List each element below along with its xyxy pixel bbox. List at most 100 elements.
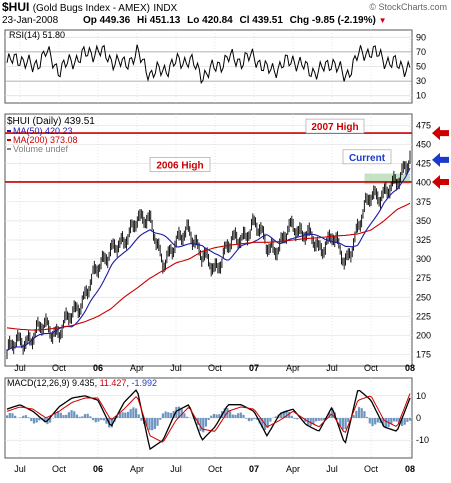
macd-histogram-bar (328, 412, 331, 418)
macd-histogram-bar (62, 415, 65, 418)
macd-histogram-bar (97, 418, 100, 422)
macd-histogram-bar (134, 408, 138, 418)
macd-histogram-bar (255, 418, 259, 420)
macd-histogram-bar (59, 412, 62, 418)
macd-histogram-bar (38, 418, 41, 421)
x-tick-label-price: Jul (170, 363, 182, 373)
macd-histogram-bar (32, 418, 36, 424)
macd-histogram-bar (151, 418, 154, 431)
macd-tick-label: -10 (416, 435, 429, 445)
macd-histogram-bar (293, 418, 296, 419)
macd-histogram-bar (169, 412, 173, 418)
macd-histogram-bar (312, 418, 315, 425)
macd-histogram-bar (274, 416, 277, 418)
ma200-line (6, 202, 411, 331)
macd-histogram-bar (43, 418, 46, 423)
price-tick-label: 200 (416, 330, 431, 340)
rsi-tick-label: 10 (416, 91, 426, 101)
macd-label-part: MACD(12,26,9) (7, 378, 72, 388)
macd-histogram-bar (218, 414, 221, 418)
x-tick-label-bottom: Oct (208, 464, 223, 474)
rsi-tick-label: 70 (416, 47, 426, 57)
macd-histogram-bar (24, 415, 28, 418)
macd-line (6, 389, 411, 451)
macd-histogram-bar (363, 411, 366, 418)
macd-histogram-bar (204, 418, 208, 427)
macd-histogram-bar (14, 415, 17, 418)
macd-histogram-bar (6, 415, 9, 418)
macd-histogram-bar (371, 418, 374, 427)
macd-histogram-bar (132, 407, 135, 418)
macd-histogram-bar (269, 418, 272, 422)
x-tick-label-bottom: 06 (93, 464, 103, 474)
macd-histogram-bar (245, 418, 248, 419)
macd-histogram-bar (376, 418, 379, 423)
quote-change: Chg -9.85 (-2.19%) (289, 15, 376, 26)
macd-histogram-bar (161, 413, 165, 418)
quote-open: Op 449.36 (82, 15, 131, 26)
macd-histogram-bar (118, 412, 122, 418)
price-tick-label: 475 (416, 120, 431, 130)
macd-histogram-bar (54, 413, 57, 418)
macd-histogram-bar (395, 418, 398, 422)
x-tick-label-price: Apr (130, 363, 144, 373)
macd-histogram-bar (100, 418, 103, 420)
rsi-label: RSI(14) 51.80 (9, 30, 65, 40)
price-tick-label: 450 (416, 140, 431, 150)
rsi-tick-label: 30 (416, 76, 426, 86)
annotation-2007-box (305, 118, 365, 134)
macd-histogram-bar (124, 412, 127, 418)
arrow-2006-high-icon (432, 174, 449, 189)
annotation-current: Current (349, 153, 386, 164)
macd-histogram-bar (250, 418, 253, 421)
annotation-current-box (342, 149, 392, 165)
macd-histogram-bar (341, 418, 345, 430)
price-main-label: $HUI (Daily) 439.51 (7, 116, 95, 127)
watermark: © StockCharts.com (369, 2, 447, 12)
macd-histogram-bar (242, 414, 245, 418)
macd-histogram-bar (280, 412, 283, 418)
macd-histogram-bar (78, 416, 81, 418)
macd-histogram-bar (183, 413, 186, 418)
macd-histogram-bar (347, 418, 350, 423)
x-tick-label-bottom: Jul (170, 464, 182, 474)
annotation-2006-high: 2006 High (156, 160, 203, 171)
macd-histogram-bar (30, 418, 33, 422)
macd-histogram-bar (145, 418, 148, 427)
annotation-2006-box (149, 157, 211, 172)
macd-label-part: , (126, 378, 131, 388)
annotation-2007-high: 2007 High (311, 122, 358, 133)
macd-histogram-bar (336, 418, 339, 420)
price-tick-label: 350 (416, 216, 431, 226)
x-tick-label-bottom: Oct (364, 464, 379, 474)
quote-high: Hi 451.13 (136, 15, 181, 26)
quote-line: 23-Jan-2008 Op 449.36 Hi 451.13 Lo 420.8… (2, 15, 387, 26)
macd-histogram-bar (285, 410, 288, 418)
macd-histogram-bar (261, 418, 264, 428)
macd-histogram-bar (390, 418, 393, 424)
macd-histogram-bar (194, 418, 197, 421)
macd-histogram-bar (186, 416, 189, 418)
macd-histogram-bar (212, 413, 216, 418)
macd-histogram-bar (215, 414, 218, 418)
x-tick-label-bottom: 07 (249, 464, 259, 474)
arrow-2007-high-icon (432, 126, 449, 141)
legend-entry: Volume undef (13, 144, 69, 154)
macd-histogram-bar (110, 418, 113, 428)
macd-histogram-bar (177, 406, 181, 418)
macd-histogram-bar (288, 411, 291, 418)
macd-histogram-bar (116, 416, 119, 418)
macd-histogram-bar (8, 412, 11, 418)
macd-histogram-bar (167, 412, 170, 418)
macd-histogram-bar (317, 418, 320, 421)
quote-low: Lo 420.84 (187, 15, 233, 26)
macd-label-part: -1.992 (131, 378, 157, 388)
macd-histogram-bar (309, 418, 312, 426)
macd-histogram-bar (239, 412, 242, 418)
macd-histogram-bar (91, 418, 95, 421)
macd-histogram-bar (11, 413, 14, 418)
macd-histogram-bar (266, 418, 269, 429)
macd-label-part: , (95, 378, 100, 388)
